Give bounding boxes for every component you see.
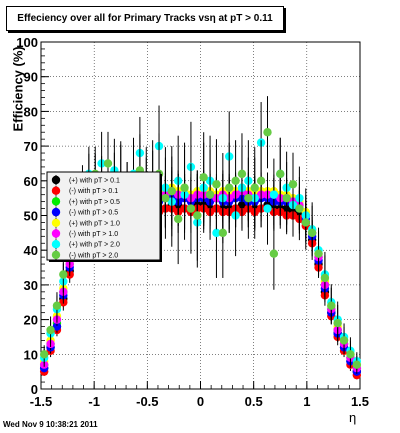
data-point (212, 180, 221, 189)
data-point (282, 193, 291, 203)
y-tick-label: 100 (16, 35, 38, 50)
data-point (180, 183, 189, 192)
data-point (52, 322, 62, 331)
data-point (212, 228, 221, 238)
y-tick-label: 80 (24, 104, 38, 119)
legend-entry: (+) with pT > 1.0 (69, 220, 120, 227)
legend-marker (51, 207, 61, 217)
data-point (225, 183, 234, 192)
data-point (161, 193, 170, 203)
legend-marker (51, 175, 61, 185)
data-point (295, 204, 304, 213)
data-point (173, 214, 183, 224)
data-point (263, 128, 272, 137)
data-point (269, 249, 279, 258)
data-point (103, 159, 113, 168)
y-tick-label: 70 (24, 139, 38, 154)
y-tick-label: 30 (24, 278, 38, 293)
legend-marker (51, 197, 61, 206)
y-tick-label: 0 (31, 382, 38, 397)
data-point (46, 325, 55, 335)
data-point (320, 273, 330, 283)
data-point (167, 187, 176, 196)
timestamp: Wed Nov 9 10:38:21 2011 (3, 420, 98, 429)
data-point (269, 190, 279, 199)
data-point (250, 183, 259, 192)
data-point (199, 173, 208, 182)
legend-marker (51, 218, 61, 227)
x-tick-label: -1.5 (30, 394, 52, 409)
x-tick-label: 0 (197, 394, 204, 409)
legend-marker (51, 240, 61, 249)
chart-title: Effeciency over all for Primary Tracks v… (17, 13, 273, 24)
x-tick-label: -1 (88, 394, 100, 409)
data-point (352, 360, 362, 369)
y-axis-label: Efficiency (%) (10, 46, 26, 132)
legend-entry: (+) with pT > 0.1 (69, 178, 120, 185)
data-point (339, 336, 349, 345)
legend-entry: (-) with pT > 1.0 (69, 231, 118, 238)
legend-entry: (-) with pT > 0.5 (69, 210, 118, 217)
y-tick-label: 60 (24, 174, 38, 189)
data-point (288, 180, 298, 189)
y-tick-label: 20 (24, 313, 38, 328)
y-tick-label: 50 (24, 209, 38, 224)
data-point (276, 169, 285, 179)
legend-box (46, 171, 161, 261)
data-point (307, 228, 317, 238)
data-point (263, 204, 272, 213)
data-point (237, 169, 247, 179)
data-point (346, 350, 355, 359)
legend: (+) with pT > 0.1 (-) with pT > 0.1 (+) wi… (46, 171, 162, 262)
data-point (301, 218, 310, 227)
legend-marker (51, 250, 61, 260)
data-point (52, 301, 62, 310)
x-tick-label: -0.5 (136, 394, 158, 409)
legend-entry: (+) with pT > 0.5 (69, 199, 120, 206)
y-tick-label: 40 (24, 243, 38, 258)
legend-marker (51, 229, 61, 238)
data-point (244, 193, 253, 203)
x-tick-label: 0.5 (245, 394, 263, 409)
data-point (231, 176, 240, 185)
data-point (218, 228, 228, 238)
y-tick-label: 90 (24, 70, 38, 85)
data-point (314, 249, 323, 258)
legend-entry: (-) with pT > 0.1 (69, 188, 118, 195)
data-point (327, 301, 336, 310)
data-point (39, 350, 49, 359)
legend-marker (51, 186, 61, 195)
data-point (256, 176, 266, 185)
x-axis-label: η (349, 410, 357, 425)
y-tick-label: 10 (24, 347, 38, 362)
data-point (205, 190, 215, 199)
data-point (193, 211, 202, 220)
chart-title-box: Effeciency over all for Primary Tracks v… (6, 6, 284, 31)
data-point (186, 204, 196, 213)
legend-entry: (+) with pT > 2.0 (69, 242, 120, 249)
data-point (333, 318, 342, 328)
x-tick-label: 1.5 (351, 394, 369, 409)
data-point (59, 270, 68, 279)
x-tick-label: 1 (303, 394, 310, 409)
legend-entry: (-) with pT > 2.0 (69, 252, 118, 259)
